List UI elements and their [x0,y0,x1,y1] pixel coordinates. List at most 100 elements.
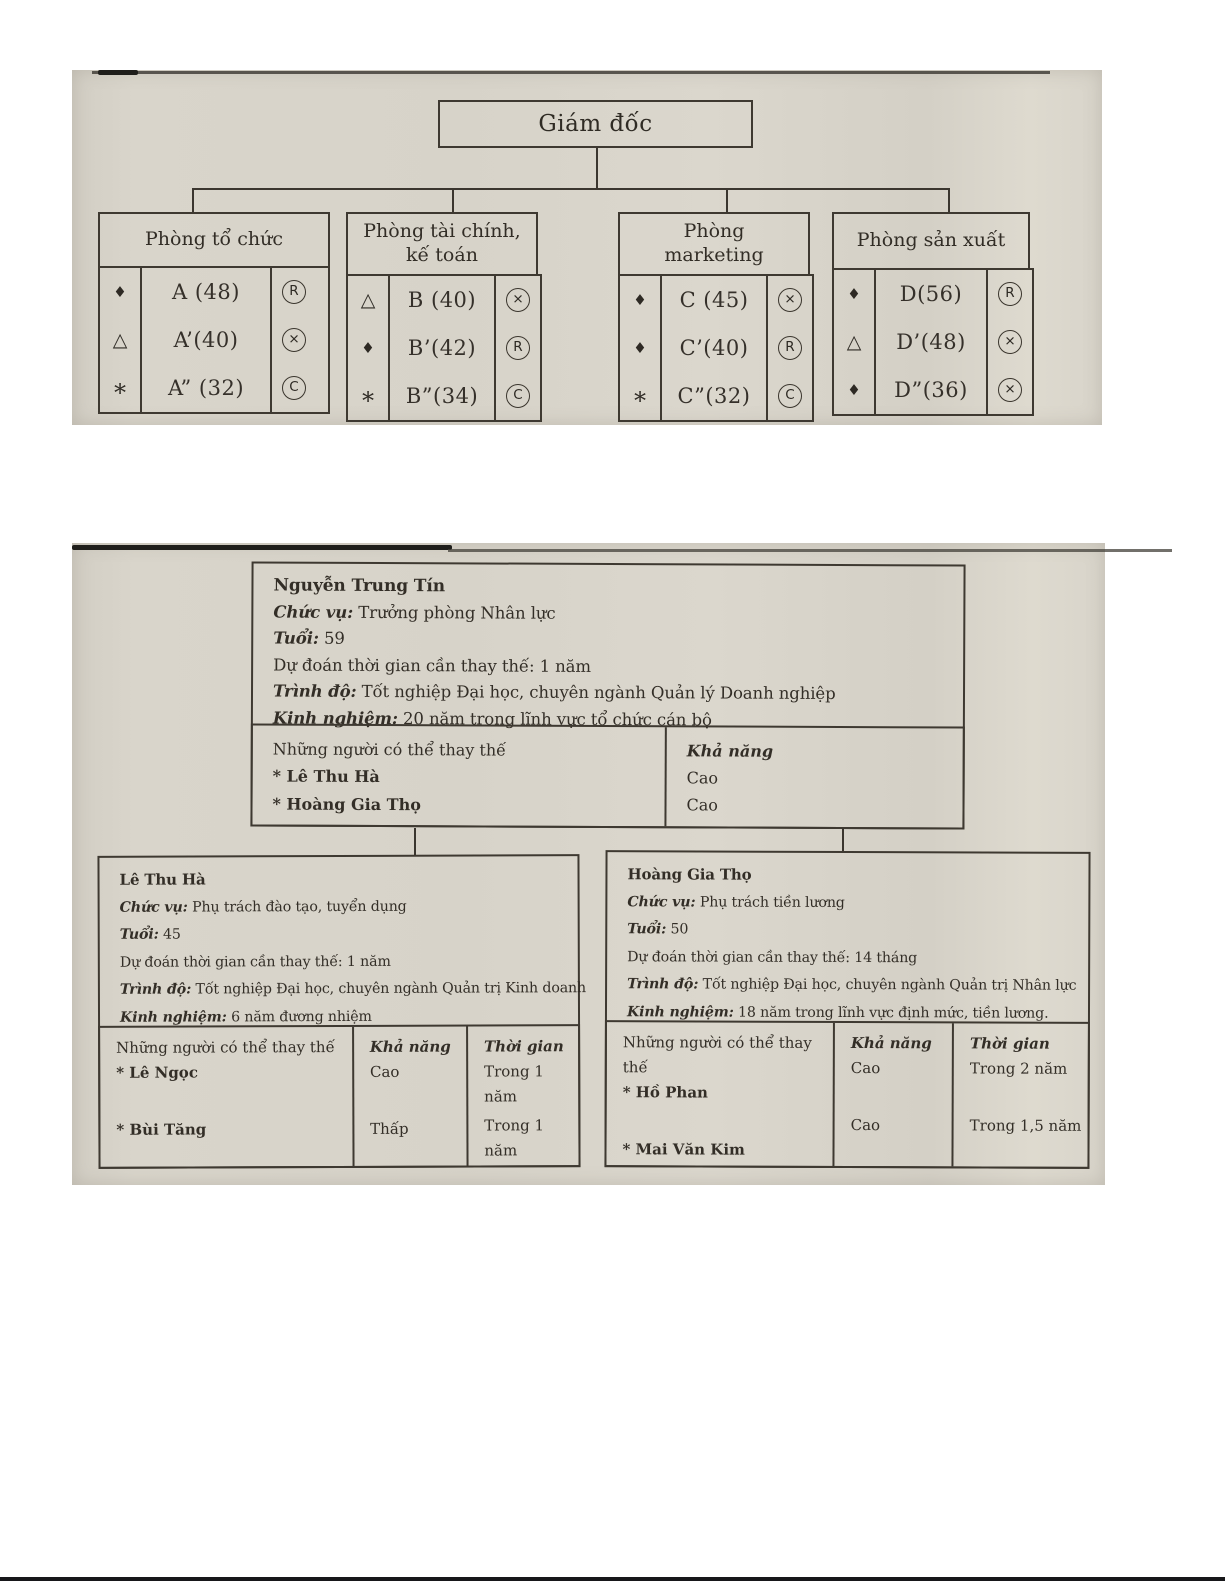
scan-edge-artifact [72,545,452,550]
field-label: Kinh nghiệm: [626,1003,734,1021]
copyright-circle-icon: C [778,384,802,408]
table-cell: A” (32) [142,364,270,412]
copyright-circle-icon: C [506,384,530,408]
table-cell: × [272,316,316,364]
table-cell: ∗ [620,372,660,420]
replacement-ability-cell: Khả năng Cao Cao [664,727,963,828]
manager-name: Nguyễn Trung Tín [273,575,446,597]
ability-value: Cao [850,1116,881,1135]
connector-horizontal [192,188,950,190]
profile-line: Trình độ: Tốt nghiệp Đại học, chuyên ngà… [627,971,1076,1000]
diamond-icon: ♦ [113,282,127,301]
replacement-name: * Bùi Tăng [116,1120,207,1139]
profile-line: Trình độ: Tốt nghiệp Đại học, chuyên ngà… [119,975,586,1004]
successor-profile: Lê Thu Hà Chức vụ: Phụ trách đào tạo, tu… [99,856,587,1032]
connector-drop-4 [948,188,950,214]
field-label: Chức vụ: [273,602,354,622]
registered-circle-icon: R [998,282,1022,306]
people-column: Những người có thể thay thế * Lê Ngọc * … [100,1027,352,1167]
field-value: Tốt nghiệp Đại học, chuyên ngành Quản lý… [356,681,836,703]
table-cell: A’(40) [142,316,270,364]
people-header: Những người có thể thay thế [116,1038,335,1057]
department-name: Phòng tổ chức [145,228,283,251]
ability-value: Cao [686,795,718,815]
manager-profile: Nguyễn Trung Tín Chức vụ: Trưởng phòng N… [253,563,964,734]
field-label: Tuổi: [627,921,667,938]
field-value: 50 [666,921,689,938]
department-table: ♦ ♦ ∗ C (45) C’(40) C”(32) × R C [618,274,814,422]
profile-line: Tuổi: 50 [627,916,1070,945]
time-value: Trong 1 năm [484,1062,544,1106]
department-table: ♦ △ ♦ D(56) D’(48) D”(36) R × × [832,268,1034,416]
employee-code: C (45) [679,288,749,312]
table-cell: C [272,364,316,412]
person-column: B (40) B’(42) B”(34) [388,276,494,420]
employee-code: D(56) [899,282,963,306]
successor-profile: Hoàng Gia Thọ Chức vụ: Phụ trách tiền lư… [607,852,1089,1028]
table-cell: C [768,372,812,420]
field-value: Dự đoán thời gian cần thay thế: 1 năm [273,655,591,676]
department-name: Phòng sản xuất [856,229,1006,252]
ability-column: Khả năng Cao Thấp [351,1026,467,1166]
field-value: Tốt nghiệp Đại học, chuyên ngành Quản tr… [698,976,1077,994]
field-value: 45 [158,926,181,943]
triangle-icon: △ [112,328,128,351]
asterisk-icon: ∗ [111,374,129,402]
department-header: Phòng tổ chức [98,212,330,268]
scan-smudge-artifact [98,70,138,75]
profile-line: Trình độ: Tốt nghiệp Đại học, chuyên ngà… [273,679,945,708]
diamond-icon: ♦ [633,290,647,309]
marker-column: ♦ △ ♦ [834,270,874,414]
employee-code: A’(40) [173,328,239,352]
field-label: Tuổi: [119,926,159,943]
time-column: Thời gian Trong 2 năm Trong 1,5 năm [951,1023,1088,1167]
person-column: C (45) C’(40) C”(32) [660,276,766,420]
page-footer-line [0,1577,1225,1581]
marker-column: △ ♦ ∗ [348,276,388,420]
employee-code: A (48) [172,280,240,304]
table-cell: × [988,366,1032,414]
department-name: Phòng tài chính, kế toán [363,220,521,266]
time-header: Thời gian [969,1034,1050,1053]
table-cell: ♦ [348,324,388,372]
department-table: ♦ △ ∗ A (48) A’(40) A” (32) R × C [98,266,330,414]
scan-edge-artifact [448,549,1172,552]
employee-code: B’(42) [407,336,477,360]
table-cell: R [496,324,540,372]
scan-edge-artifact [92,71,1050,74]
time-header: Thời gian [483,1037,564,1056]
field-value: Dự đoán thời gian cần thay thế: 1 năm [119,953,391,971]
successor-box-le-thu-ha: Lê Thu Hà Chức vụ: Phụ trách đào tạo, tu… [97,854,587,1169]
table-cell: △ [348,276,388,324]
table-cell: R [272,268,316,316]
registered-circle-icon: R [506,336,530,360]
field-label: Chức vụ: [627,893,696,910]
org-root-box: Giám đốc [438,100,753,148]
diamond-icon: ♦ [847,284,861,303]
department-san-xuat: Phòng sản xuất ♦ △ ♦ D(56) D’(48) D”(36)… [832,212,1034,416]
table-cell: C’(40) [662,324,766,372]
asterisk-icon: ∗ [631,382,649,410]
people-header: Những người có thể thay thế [622,1033,812,1077]
replacement-name: * Lê Thu Hà [272,766,380,787]
field-value: Phụ trách đào tạo, tuyển dụng [187,898,407,916]
connector-left-drop [414,828,416,856]
table-cell: ♦ [620,276,660,324]
table-cell: △ [100,316,140,364]
department-marketing: Phòng marketing ♦ ♦ ∗ C (45) C’(40) C”(3… [618,212,814,422]
time-value: Trong 1,5 năm [969,1116,1082,1135]
manager-replacements: Những người có thể thay thế * Lê Thu Hà … [250,723,965,830]
ability-value: Cao [850,1059,881,1078]
succession-chart-scan: Nguyễn Trung Tín Chức vụ: Trưởng phòng N… [72,543,1172,1185]
ability-header: Khả năng [686,741,774,761]
table-cell: D(56) [876,270,986,318]
field-label: Trình độ: [119,981,192,998]
table-cell: ∗ [100,364,140,412]
department-name: Phòng marketing [664,220,764,266]
field-value: 18 năm trong lĩnh vực định mức, tiền lươ… [733,1004,1049,1022]
department-header: Phòng sản xuất [832,212,1030,270]
table-cell: △ [834,318,874,366]
table-cell: ♦ [834,270,874,318]
connector-drop-2 [452,188,454,214]
successor-name: Hoàng Gia Thọ [627,865,752,884]
